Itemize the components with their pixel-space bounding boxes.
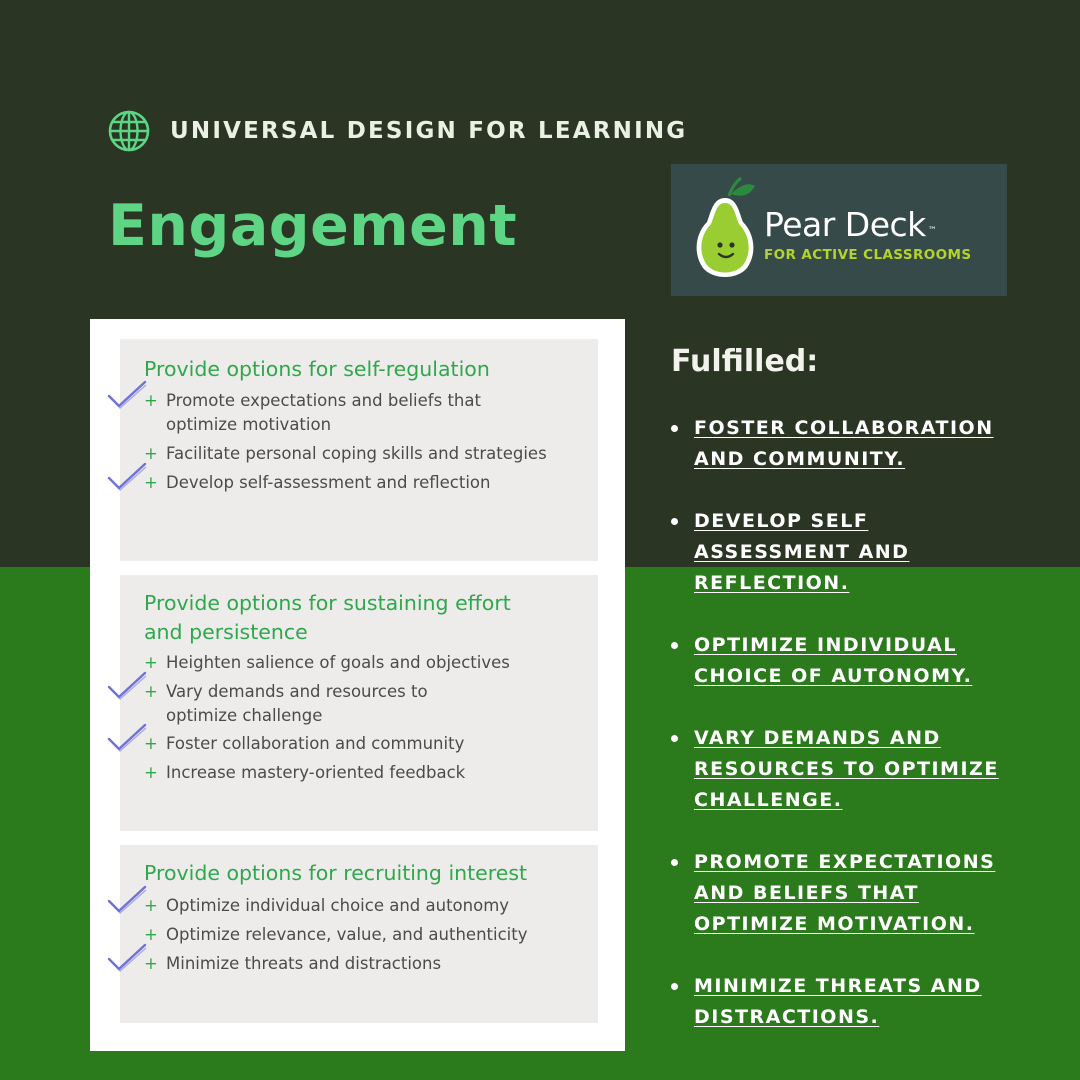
- udl-panel-heading: Provide options for self-regulation: [144, 355, 490, 384]
- fulfilled-item-link[interactable]: AND COMMUNITY.: [694, 448, 906, 470]
- checkmark-icon: [107, 943, 147, 972]
- fulfilled-item-link[interactable]: CHALLENGE.: [694, 789, 843, 811]
- plus-icon: +: [144, 925, 158, 944]
- udl-guidelines-image: Provide options for self-regulation + Prom…: [90, 319, 625, 1051]
- fulfilled-list: FOSTER COLLABORATION AND COMMUNITY. DEVELO…: [669, 0, 1080, 1080]
- fulfilled-item-link[interactable]: FOSTER COLLABORATION: [694, 417, 994, 439]
- checkmark-icon: [107, 462, 147, 491]
- plus-icon: +: [144, 734, 158, 753]
- plus-icon: +: [144, 763, 158, 782]
- page-title: Engagement: [108, 193, 518, 259]
- fulfilled-item-link[interactable]: ASSESSMENT AND: [694, 541, 910, 563]
- checkmark-icon: [107, 885, 147, 914]
- bullet-dot: [671, 983, 678, 990]
- udl-panel: [120, 845, 598, 1023]
- plus-icon: +: [144, 391, 158, 410]
- udl-item-text: Develop self-assessment and reflection: [166, 473, 491, 492]
- udl-item-text: optimize motivation: [166, 415, 332, 434]
- udl-panel: [120, 339, 598, 561]
- fulfilled-item-link[interactable]: REFLECTION.: [694, 572, 850, 594]
- udl-item-text: Heighten salience of goals and objective…: [166, 653, 510, 672]
- fulfilled-item-link[interactable]: DISTRACTIONS.: [694, 1006, 880, 1028]
- plus-icon: +: [144, 954, 158, 973]
- plus-icon: +: [144, 896, 158, 915]
- fulfilled-item-link[interactable]: AND BELIEFS THAT: [694, 882, 919, 904]
- udl-panel-heading: Provide options for sustaining effort and…: [144, 589, 511, 647]
- bullet-dot: [671, 642, 678, 649]
- fulfilled-item-link[interactable]: CHOICE OF AUTONOMY.: [694, 665, 973, 687]
- plus-icon: +: [144, 444, 158, 463]
- checkmark-icon: [107, 723, 147, 752]
- fulfilled-item-link[interactable]: MINIMIZE THREATS AND: [694, 975, 982, 997]
- plus-icon: +: [144, 653, 158, 672]
- bullet-dot: [671, 425, 678, 432]
- fulfilled-title: Fulfilled:: [671, 344, 819, 379]
- udl-item-text: Vary demands and resources to: [166, 682, 428, 701]
- heading-line: and persistence: [144, 620, 308, 644]
- trademark: ™: [927, 226, 937, 236]
- fulfilled-item-link[interactable]: VARY DEMANDS AND: [694, 727, 941, 749]
- udl-item-text: Promote expectations and beliefs that: [166, 391, 481, 410]
- fulfilled-item-link[interactable]: PROMOTE EXPECTATIONS: [694, 851, 996, 873]
- checkmark-icon: [107, 380, 147, 409]
- plus-icon: +: [144, 682, 158, 701]
- udl-item-text: Facilitate personal coping skills and st…: [166, 444, 547, 463]
- brand-tagline: FOR ACTIVE CLASSROOMS: [764, 247, 972, 263]
- bullet-dot: [671, 859, 678, 866]
- udl-item-text: Optimize individual choice and autonomy: [166, 896, 510, 915]
- udl-item-text: Minimize threats and distractions: [166, 954, 442, 973]
- header-label: UNIVERSAL DESIGN FOR LEARNING: [170, 118, 688, 144]
- fulfilled-item-link[interactable]: RESOURCES TO OPTIMIZE: [694, 758, 999, 780]
- udl-item-text: Optimize relevance, value, and authentic…: [166, 925, 528, 944]
- udl-item-text: Foster collaboration and community: [166, 734, 465, 753]
- pear-deck-logo: Pear Deck ™ FOR ACTIVE CLASSROOMS: [671, 164, 1007, 296]
- udl-item-text: Increase mastery-oriented feedback: [166, 763, 466, 782]
- checkmark-icon: [107, 671, 147, 700]
- fulfilled-item-link[interactable]: OPTIMIZE INDIVIDUAL: [694, 634, 957, 656]
- bullet-dot: [671, 735, 678, 742]
- heading-line: Provide options for sustaining effort: [144, 591, 511, 615]
- globe-icon: [108, 110, 150, 152]
- fulfilled-item-link[interactable]: OPTIMIZE MOTIVATION.: [694, 913, 975, 935]
- bullet-dot: [671, 518, 678, 525]
- plus-icon: +: [144, 473, 158, 492]
- pear-icon: [696, 176, 755, 277]
- udl-item-text: optimize challenge: [166, 706, 323, 725]
- fulfilled-item-link[interactable]: DEVELOP SELF: [694, 510, 869, 532]
- heading-line: Provide options for self-regulation: [144, 357, 490, 381]
- udl-panel-heading: Provide options for recruiting interest: [144, 859, 527, 888]
- brand-name: Pear Deck ™: [764, 205, 937, 244]
- heading-line: Provide options for recruiting interest: [144, 861, 528, 885]
- header: UNIVERSAL DESIGN FOR LEARNING: [108, 110, 687, 152]
- udl-panel: [120, 575, 598, 831]
